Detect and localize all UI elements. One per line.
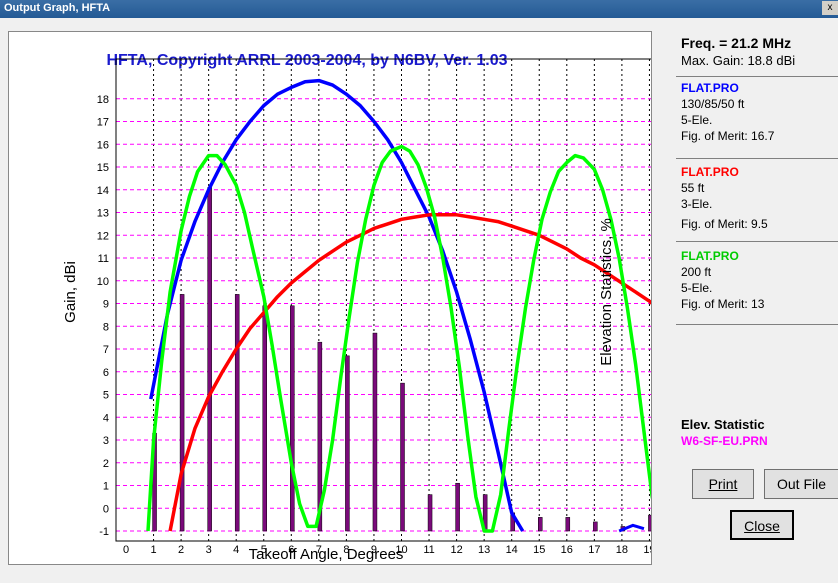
x-tick-label: 13 xyxy=(478,544,490,556)
elevation-bar xyxy=(179,294,185,532)
elev-statistic-file: W6-SF-EU.PRN xyxy=(681,434,768,448)
plot-panel: HFTA, Copyright ARRL 2003-2004, by N6BV,… xyxy=(8,31,709,565)
window-titlebar: Output Graph, HFTA x xyxy=(0,0,838,18)
x-tick-label: 4 xyxy=(233,544,239,556)
legend-elements: 5-Ele. xyxy=(681,281,713,295)
close-button[interactable]: Close xyxy=(730,510,794,540)
gain-chart: HFTA, Copyright ARRL 2003-2004, by N6BV,… xyxy=(62,52,709,563)
x-tick-label: 16 xyxy=(561,544,573,556)
x-tick-label: 10 xyxy=(395,544,407,556)
x-tick-label: 17 xyxy=(588,544,600,556)
frequency-label: Freq. = 21.2 MHz xyxy=(681,35,792,51)
legend-entry-red: FLAT.PRO 55 ft 3-Ele. Fig. of Merit: 9.5 xyxy=(681,164,838,232)
close-button-label: Close xyxy=(744,518,780,534)
elevation-bar xyxy=(455,482,460,532)
y-tick-label: 15 xyxy=(97,162,109,174)
print-button[interactable]: Print xyxy=(692,469,754,499)
x-tick-label: 8 xyxy=(343,544,349,556)
elevation-bar xyxy=(207,187,212,532)
legend-name: FLAT.PRO xyxy=(681,165,739,179)
legend-merit: Fig. of Merit: 13 xyxy=(681,297,765,311)
elevation-bar xyxy=(234,294,240,532)
y-tick-label: 8 xyxy=(103,321,109,333)
elevation-bar xyxy=(262,305,267,532)
y-axis-label: Gain, dBi xyxy=(62,261,79,323)
legend-divider xyxy=(676,241,838,242)
elevation-bar xyxy=(648,514,653,532)
x-tick-label: 3 xyxy=(206,544,212,556)
y-tick-label: 2 xyxy=(103,458,109,470)
legend-elements: 5-Ele. xyxy=(681,113,713,127)
y-tick-label: 9 xyxy=(103,299,109,311)
y-tick-label: 11 xyxy=(98,253,109,265)
x-tick-label: 19 xyxy=(643,544,651,556)
x-tick-label: 11 xyxy=(423,544,434,556)
max-gain-label: Max. Gain: 18.8 dBi xyxy=(681,53,796,68)
gain-line-0000ff xyxy=(149,78,525,532)
legend-merit: Fig. of Merit: 16.7 xyxy=(681,129,775,143)
gain-line-tail xyxy=(618,523,645,533)
y-tick-label: 0 xyxy=(103,503,109,515)
y-tick-label: 4 xyxy=(103,412,109,424)
y-tick-label: 14 xyxy=(97,185,109,197)
y-tick-label: 6 xyxy=(103,367,109,379)
elev-statistic-label: Elev. Statistic xyxy=(681,417,765,432)
y-tick-label: 5 xyxy=(103,390,109,402)
x-tick-label: 6 xyxy=(288,544,294,556)
gain-line-00ff00 xyxy=(146,144,677,533)
chart-title: HFTA, Copyright ARRL 2003-2004, by N6BV,… xyxy=(106,52,507,69)
out-file-button-label: Out File xyxy=(776,476,826,492)
legend-merit: Fig. of Merit: 9.5 xyxy=(681,217,768,231)
x-tick-label: 2 xyxy=(178,544,184,556)
y-tick-label: 3 xyxy=(103,435,109,447)
elevation-bar xyxy=(317,341,323,532)
y-tick-label: 1 xyxy=(103,481,109,493)
y-tick-label: 18 xyxy=(97,94,109,106)
gain-line-ff0000 xyxy=(168,213,679,532)
x-tick-label: 7 xyxy=(316,544,322,556)
elevation-bar xyxy=(565,517,571,532)
legend-divider xyxy=(676,76,838,77)
elevation-bar xyxy=(290,305,295,532)
legend-height: 200 ft xyxy=(681,265,712,279)
y-tick-label: 16 xyxy=(97,139,109,151)
x-tick-label: 0 xyxy=(123,544,129,556)
x-tick-label: 18 xyxy=(616,544,628,556)
x-axis-label: Takeoff Angle, Degrees xyxy=(249,546,404,563)
elevation-bars xyxy=(152,187,653,532)
x-tick-label: 5 xyxy=(261,544,267,556)
legend-divider xyxy=(676,324,838,325)
legend-height: 55 ft xyxy=(681,181,705,195)
elevation-bar xyxy=(372,332,378,532)
out-file-button[interactable]: Out File xyxy=(764,469,838,499)
elevation-bar xyxy=(400,382,405,532)
x-tick-label: 14 xyxy=(506,544,518,556)
legend-name: FLAT.PRO xyxy=(681,249,739,263)
window-title: Output Graph, HFTA xyxy=(4,2,111,14)
y-tick-label: 7 xyxy=(103,344,109,356)
y-tick-label: -1 xyxy=(99,526,109,538)
legend-entry-blue: FLAT.PRO 130/85/50 ft 5-Ele. Fig. of Mer… xyxy=(681,80,838,144)
legend-elements: 3-Ele. xyxy=(681,197,713,211)
window-close-icon[interactable]: x xyxy=(822,1,838,15)
legend-name: FLAT.PRO xyxy=(681,81,739,95)
y-tick-label: 10 xyxy=(97,276,109,288)
x-tick-label: 12 xyxy=(450,544,462,556)
elevation-bar xyxy=(538,517,543,532)
x-tick-label: 1 xyxy=(150,544,156,556)
elevation-bar xyxy=(345,355,350,532)
legend-entry-green: FLAT.PRO 200 ft 5-Ele. Fig. of Merit: 13 xyxy=(681,248,838,312)
y-tick-label: 17 xyxy=(97,117,109,129)
x-tick-label: 9 xyxy=(371,544,377,556)
legend-divider xyxy=(676,158,838,159)
y2-axis-label: Elevation Statistics, % xyxy=(598,218,615,366)
elevation-bar xyxy=(593,521,598,532)
gain-lines xyxy=(146,78,679,533)
print-button-label: Print xyxy=(708,476,738,492)
y-tick-label: 12 xyxy=(97,230,109,242)
legend-height: 130/85/50 ft xyxy=(681,97,745,111)
elevation-bar xyxy=(427,494,433,532)
x-tick-label: 15 xyxy=(533,544,545,556)
y-tick-label: 13 xyxy=(97,208,109,220)
